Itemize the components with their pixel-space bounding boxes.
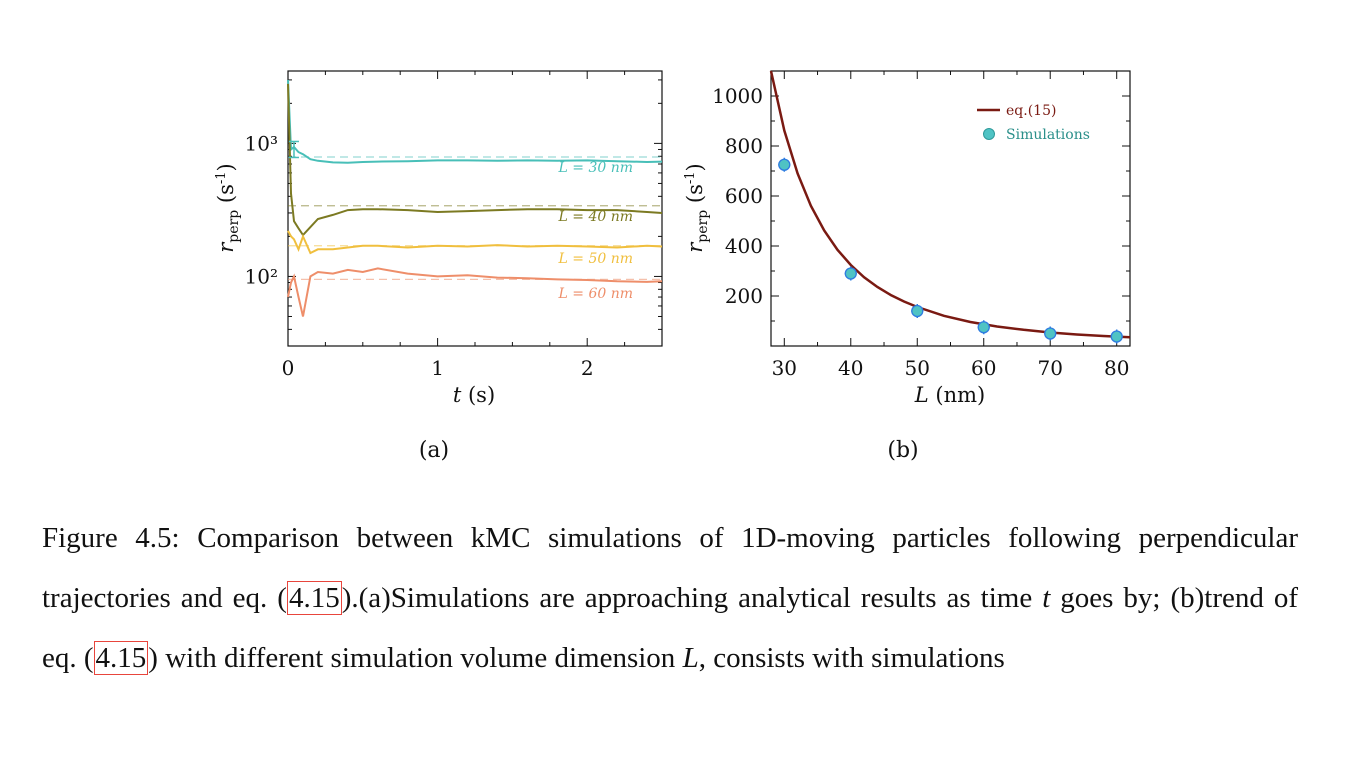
simulation-point bbox=[911, 304, 924, 318]
panel-b-legend: eq.(15) Simulations bbox=[977, 103, 1090, 143]
legend-sim-label: Simulations bbox=[1006, 127, 1090, 143]
series-line bbox=[287, 79, 663, 164]
panel-a-series bbox=[287, 79, 663, 317]
caption-part-5: , consists with simulations bbox=[698, 642, 1005, 674]
simulation-point bbox=[844, 267, 857, 280]
equation-ref-link[interactable]: 4.15 bbox=[93, 641, 149, 675]
simulation-point bbox=[1044, 327, 1057, 340]
x-tick-label: 40 bbox=[838, 356, 863, 380]
x-tick-label: 80 bbox=[1104, 356, 1129, 380]
series-line bbox=[287, 267, 663, 317]
panel-b-ylabel: rperp (s-1) bbox=[683, 163, 711, 252]
panel-a-ticks: 0 1 2 10² 10³ bbox=[245, 71, 663, 380]
x-tick-label: 30 bbox=[772, 356, 797, 380]
x-tick-label: 1 bbox=[431, 356, 444, 380]
caption-part-4: ) with different simulation volume dimen… bbox=[148, 642, 683, 674]
panel-b-label: (b) bbox=[887, 438, 918, 463]
y-tick-label: 10² bbox=[245, 264, 278, 288]
panel-b: 30 40 50 60 70 80 200 400 600 800 1000 eq.(15) Sim… bbox=[683, 70, 1131, 463]
y-tick-label: 10³ bbox=[245, 131, 278, 155]
y-tick-label: 800 bbox=[725, 134, 763, 158]
simulation-point bbox=[1110, 330, 1123, 343]
series-line bbox=[287, 230, 663, 255]
series-label: L = 50 nm bbox=[558, 251, 633, 267]
panel-a-label: (a) bbox=[419, 438, 449, 463]
x-tick-label: 70 bbox=[1037, 356, 1062, 380]
figure-caption: Figure 4.5: Comparison between kMC simul… bbox=[42, 508, 1298, 688]
x-tick-label: 2 bbox=[581, 356, 594, 380]
y-tick-label: 600 bbox=[725, 184, 763, 208]
simulation-point bbox=[977, 321, 990, 334]
fit-curve bbox=[769, 70, 1131, 339]
panel-a-xlabel: t (s) bbox=[453, 383, 495, 407]
y-tick-label: 200 bbox=[725, 284, 763, 308]
panel-a-ylabel: rperp (s-1) bbox=[214, 163, 242, 252]
simulation-point bbox=[778, 158, 791, 171]
caption-var-t: t bbox=[1042, 582, 1051, 614]
panel-b-series bbox=[769, 70, 1131, 344]
caption-part-3: goes by; (b)trend of eq. ( bbox=[42, 582, 1298, 674]
caption-part-1: Figure 4.5: Comparison between kMC simul… bbox=[42, 522, 1298, 614]
legend-eq-label: eq.(15) bbox=[1006, 103, 1056, 119]
y-tick-label: 1000 bbox=[712, 84, 763, 108]
x-tick-label: 0 bbox=[282, 356, 295, 380]
panel-b-xlabel: L (nm) bbox=[914, 383, 985, 407]
panel-b-ticks: 30 40 50 60 70 80 200 400 600 800 1000 bbox=[712, 70, 1130, 380]
y-tick-label: 400 bbox=[725, 234, 763, 258]
series-label: L = 40 nm bbox=[558, 209, 633, 225]
equation-ref-link[interactable]: 4.15 bbox=[286, 581, 342, 615]
panel-b-frame bbox=[770, 70, 1131, 347]
caption-var-l: L bbox=[682, 642, 699, 674]
series-label: L = 30 nm bbox=[558, 160, 633, 176]
x-tick-label: 60 bbox=[971, 356, 996, 380]
panel-a-series-labels: L = 30 nm L = 40 nm L = 50 nm L = 60 nm bbox=[558, 160, 633, 302]
series-label: L = 60 nm bbox=[558, 286, 633, 302]
x-tick-label: 50 bbox=[905, 356, 930, 380]
caption-part-2: ).(a)Simulations are approaching analyti… bbox=[341, 582, 1043, 614]
series-line bbox=[287, 83, 663, 237]
legend-point-swatch bbox=[983, 128, 995, 140]
